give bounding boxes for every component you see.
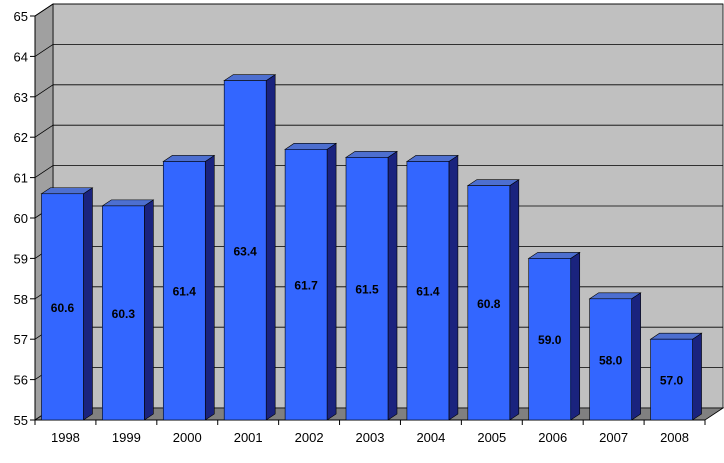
y-tick-label: 55 xyxy=(14,413,28,428)
bar-value-label: 61.4 xyxy=(416,285,440,299)
x-tick-label: 1998 xyxy=(51,430,80,445)
bar-top xyxy=(284,143,338,150)
bar-top xyxy=(588,292,642,300)
bar-value-label: 57.0 xyxy=(660,374,684,388)
bar xyxy=(467,185,511,421)
bar-value-label: 59.0 xyxy=(538,333,562,347)
gridline-side xyxy=(34,165,54,178)
bar xyxy=(345,157,389,421)
y-tick-label: 61 xyxy=(14,171,28,186)
x-tick-label: 2006 xyxy=(538,430,567,445)
bar-value-label: 60.8 xyxy=(477,297,501,311)
gridline-side xyxy=(34,84,54,98)
bar xyxy=(102,205,145,421)
bar-top xyxy=(223,74,277,81)
bar-value-label: 60.6 xyxy=(51,301,75,315)
x-tick-label: 2004 xyxy=(416,430,445,445)
bar-side xyxy=(448,154,459,421)
y-tick-label: 60 xyxy=(14,211,28,226)
bar-side xyxy=(509,179,520,421)
bar-top xyxy=(527,252,581,259)
bar-side xyxy=(144,199,154,421)
bar-side xyxy=(692,332,702,421)
y-tick-label: 64 xyxy=(14,49,28,64)
bar xyxy=(528,258,572,421)
x-tick-label: 2005 xyxy=(477,430,506,445)
y-tick-label: 65 xyxy=(14,9,28,24)
bar-value-label: 58.0 xyxy=(599,353,623,367)
bar xyxy=(650,338,693,421)
bar xyxy=(406,161,450,421)
bar-side xyxy=(570,251,581,421)
x-tick-label: 2003 xyxy=(356,430,385,445)
bar-value-label: 61.4 xyxy=(173,285,197,299)
x-tick-label: 2007 xyxy=(599,430,628,445)
bar-value-label: 61.5 xyxy=(355,283,379,297)
y-tick-label: 59 xyxy=(14,251,28,266)
bar-side xyxy=(631,292,641,421)
gridline-side xyxy=(34,3,54,17)
bar-top xyxy=(345,151,398,158)
bar-top xyxy=(649,332,703,340)
bar xyxy=(223,80,267,421)
bar-side xyxy=(387,150,398,421)
bar-value-label: 63.4 xyxy=(234,244,258,258)
bar-side xyxy=(204,154,215,421)
gridline-side xyxy=(34,124,54,138)
bar-top xyxy=(40,187,94,195)
bar-side xyxy=(83,187,93,421)
y-tick-label: 56 xyxy=(14,373,28,388)
y-tick-label: 62 xyxy=(14,130,28,145)
bar-top xyxy=(405,155,459,162)
bar-value-label: 60.3 xyxy=(112,307,136,321)
x-tick-label: 1999 xyxy=(112,430,141,445)
y-tick-label: 57 xyxy=(14,332,28,347)
gridline-side xyxy=(34,44,54,57)
bar xyxy=(41,193,84,421)
y-tick-label: 58 xyxy=(14,292,28,307)
bar-top xyxy=(101,199,155,207)
x-tick-label: 2008 xyxy=(660,430,689,445)
bar-side xyxy=(265,74,276,421)
bar xyxy=(589,298,632,421)
y-tick-label: 63 xyxy=(14,90,28,105)
bar-value-label: 61.7 xyxy=(294,279,318,293)
x-tick-label: 2002 xyxy=(295,430,324,445)
x-tick-label: 2001 xyxy=(234,430,263,445)
bar-side xyxy=(326,142,337,421)
bar xyxy=(162,161,206,421)
bar-top xyxy=(466,179,520,186)
bar-top xyxy=(162,155,216,162)
x-tick-label: 2000 xyxy=(173,430,202,445)
bar xyxy=(284,149,328,421)
